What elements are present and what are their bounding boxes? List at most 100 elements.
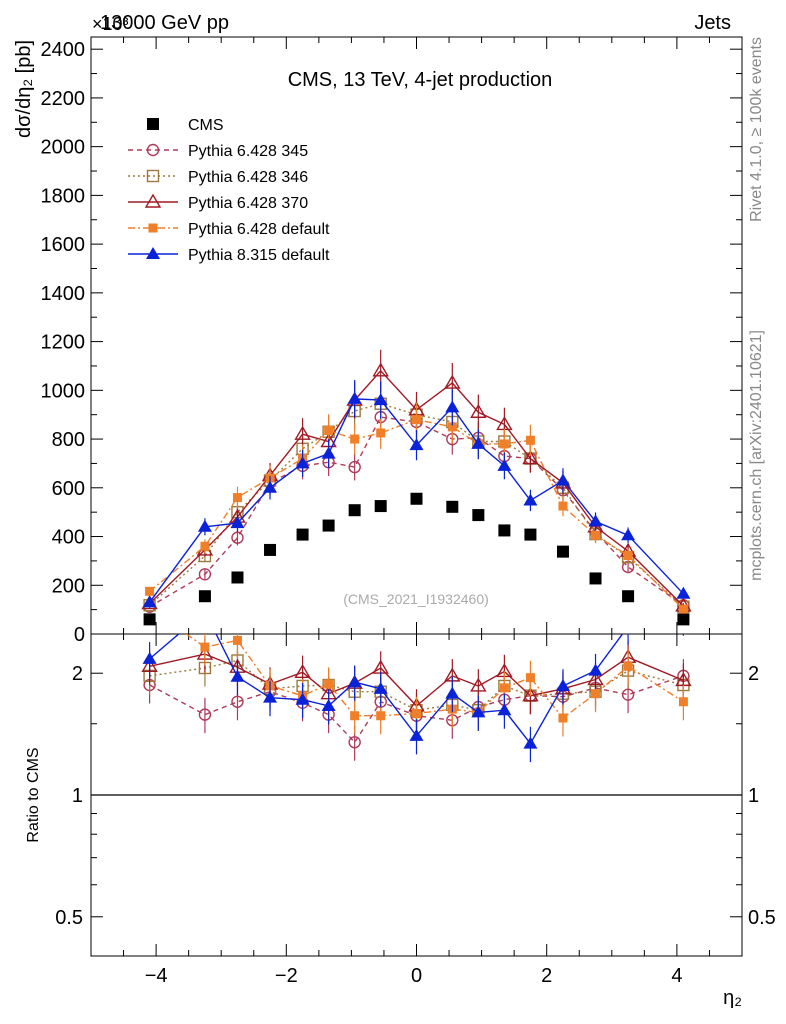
legend-item: Pythia 8.315 default xyxy=(128,247,330,264)
legend-label: Pythia 6.428 346 xyxy=(188,169,308,186)
ratio-point xyxy=(200,642,210,652)
header-left-label: 13000 GeV pp xyxy=(100,12,229,34)
ratio-point xyxy=(588,663,603,676)
legend-item: Pythia 6.428 346 xyxy=(128,169,308,186)
y-tick-label: 1200 xyxy=(41,332,86,354)
side-label-bottom: mcplots.cern.ch [arXiv:2401.10621] xyxy=(748,330,765,581)
data-point xyxy=(444,374,461,389)
x-tick-label: 4 xyxy=(671,965,682,987)
ratio-point xyxy=(347,675,362,688)
x-tick-label: 0 xyxy=(411,965,422,987)
ratio-point xyxy=(555,678,570,691)
data-point xyxy=(497,458,512,471)
data-point xyxy=(555,473,570,486)
legend-label: Pythia 6.428 370 xyxy=(188,195,308,212)
data-point xyxy=(445,400,460,413)
data-point xyxy=(470,403,487,418)
data-point xyxy=(678,604,688,614)
y-tick-label: 2400 xyxy=(41,39,86,61)
legend-label: Pythia 6.428 345 xyxy=(188,143,308,160)
ratio-point xyxy=(263,690,278,703)
data-point xyxy=(264,543,277,556)
data-point xyxy=(522,450,539,465)
data-point xyxy=(591,530,601,540)
data-point xyxy=(409,438,424,451)
ratio-point xyxy=(409,728,424,741)
ratio-series-3 xyxy=(185,634,688,737)
data-point xyxy=(296,528,309,541)
data-point xyxy=(145,586,155,596)
ratio-point xyxy=(621,688,635,701)
x-tick-label: −4 xyxy=(145,965,168,987)
ratio-y-tick-label-right: 2 xyxy=(748,663,759,685)
ratio-point xyxy=(412,709,421,719)
ratio-y-tick-label: 2 xyxy=(72,663,83,685)
x-tick-label: −2 xyxy=(275,965,298,987)
legend-label: CMS xyxy=(188,117,224,134)
main-plot-panel: 200 400 600 800 1000 1200 1400 1600 1800 2000 2200… xyxy=(13,36,743,646)
ratio-point xyxy=(295,692,310,705)
data-point xyxy=(447,422,457,432)
data-point xyxy=(412,415,421,425)
ratio-y-ticks: 0.5 0.5 1 1 2 2 xyxy=(55,663,776,957)
ratio-point xyxy=(470,677,487,692)
ratio-plot-panel: 0.5 0.5 1 1 2 2 −4 −2 0 2 4 Ratio to CMS η₂ xyxy=(25,633,776,1009)
data-point xyxy=(373,393,388,406)
data-point xyxy=(376,428,386,438)
chart-title: CMS, 13 TeV, 4-jet production xyxy=(288,69,553,91)
data-point xyxy=(623,551,633,561)
data-point xyxy=(321,446,336,459)
ratio-point xyxy=(525,673,535,683)
data-point xyxy=(200,541,210,551)
data-point xyxy=(676,586,691,599)
data-point xyxy=(589,572,602,585)
ratio-point xyxy=(558,713,568,723)
data-point xyxy=(295,456,310,469)
legend-marker xyxy=(148,223,158,233)
data-point xyxy=(372,362,389,377)
legend-marker xyxy=(146,169,160,183)
ratio-series-group xyxy=(141,634,692,763)
legend-item: Pythia 6.428 345 xyxy=(128,143,308,160)
data-point xyxy=(622,590,635,603)
ratio-point xyxy=(445,686,460,699)
data-point xyxy=(677,613,690,626)
ratio-point xyxy=(523,736,538,749)
ratio-y-axis-label: Ratio to CMS xyxy=(25,747,42,842)
data-point xyxy=(198,568,212,581)
ratio-point xyxy=(348,736,361,749)
data-point xyxy=(263,480,278,493)
ratio-point xyxy=(232,635,242,645)
legend-item: Pythia 6.428 default xyxy=(128,221,330,238)
ratio-y-tick-label-right: 0.5 xyxy=(748,907,776,929)
legend-label: Pythia 6.428 default xyxy=(188,221,330,238)
data-point xyxy=(524,528,537,541)
ratio-point xyxy=(678,697,688,707)
legend-marker xyxy=(147,118,159,130)
legend-marker xyxy=(144,193,162,208)
y-tick-label: 200 xyxy=(52,575,85,597)
data-point xyxy=(324,426,334,436)
y-tick-label: 2000 xyxy=(41,137,86,159)
series-5 xyxy=(142,380,691,608)
data-point xyxy=(472,509,485,522)
ratio-point xyxy=(294,663,311,679)
data-point xyxy=(347,391,362,404)
ratio-point xyxy=(376,711,386,721)
data-point xyxy=(498,524,511,537)
data-point xyxy=(525,435,535,445)
x-tick-label: 2 xyxy=(541,965,552,987)
y-exponent-label: ×10³ xyxy=(92,14,129,34)
legend-marker xyxy=(146,247,160,259)
data-point xyxy=(374,500,387,513)
y-tick-label: 1600 xyxy=(41,234,86,256)
ratio-point xyxy=(198,708,212,721)
ratio-point xyxy=(591,689,601,699)
data-point xyxy=(621,528,636,541)
data-point xyxy=(142,595,157,608)
legend: CMS Pythia 6.428 345 Pythia 6.428 346 Pythi… xyxy=(128,117,330,264)
ratio-y-tick-label: 1 xyxy=(72,785,83,807)
ratio-point xyxy=(623,661,633,671)
series-0 xyxy=(143,492,690,626)
data-point xyxy=(556,545,569,558)
